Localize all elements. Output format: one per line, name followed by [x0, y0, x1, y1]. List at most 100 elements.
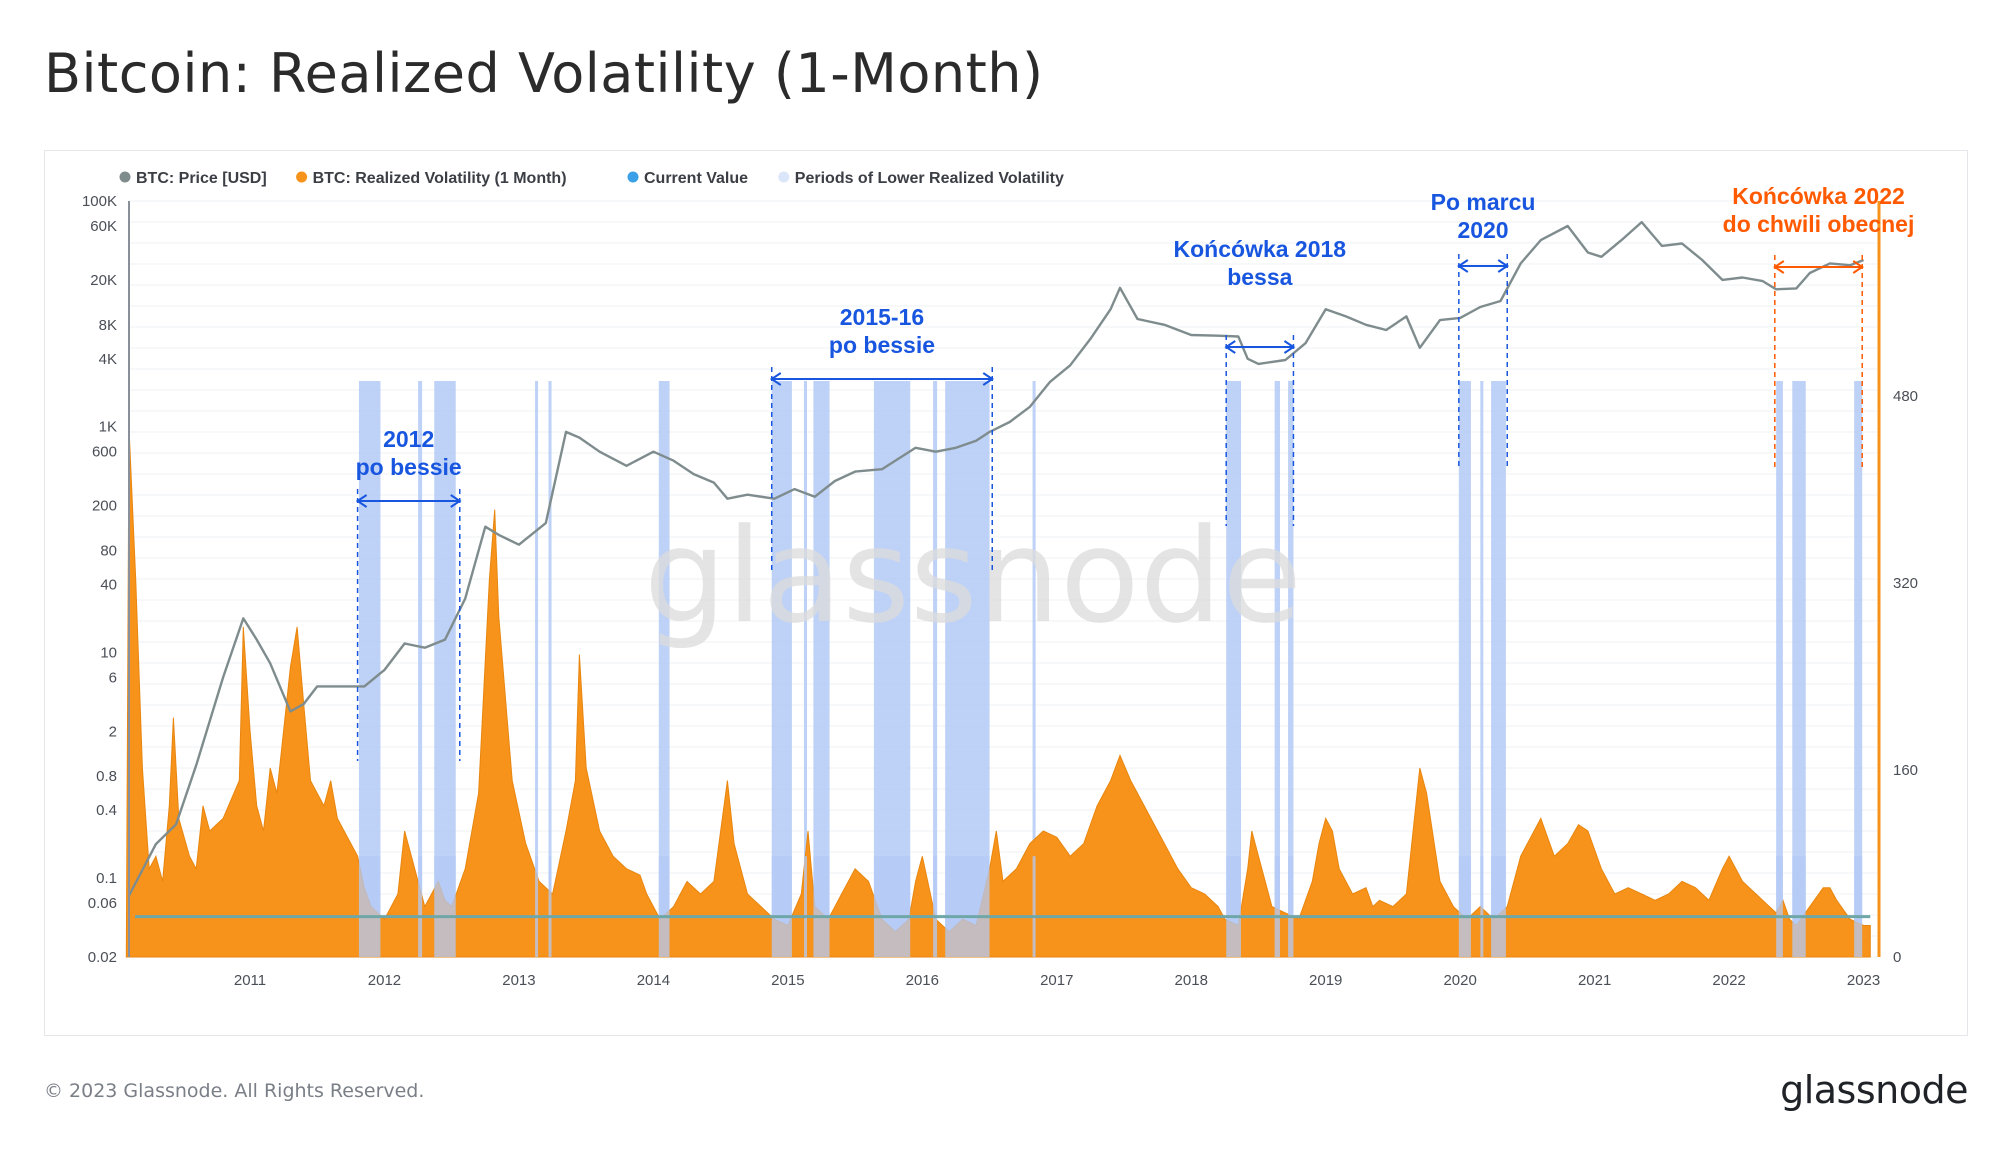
- low-vol-band-overlay: [1032, 856, 1036, 957]
- annotation-label: po bessie: [356, 454, 462, 480]
- left-axis-tick: 2: [109, 723, 117, 740]
- x-axis-tick: 2022: [1712, 972, 1745, 989]
- low-vol-band-overlay: [933, 856, 938, 957]
- left-axis-tick: 10: [100, 644, 117, 661]
- left-axis-tick: 100K: [82, 193, 117, 210]
- x-axis-tick: 2021: [1578, 972, 1611, 989]
- annotation-label: 2015-16: [840, 304, 924, 330]
- low-vol-band: [1491, 381, 1506, 957]
- low-vol-band-overlay: [658, 856, 670, 957]
- low-vol-band-overlay: [803, 856, 807, 957]
- annotation-label: bessa: [1227, 264, 1292, 290]
- left-axis-tick: 6: [109, 669, 117, 686]
- volatility-area: [125, 427, 1871, 958]
- watermark: glassnode: [644, 500, 1302, 652]
- x-axis-tick: 2020: [1443, 972, 1476, 989]
- annotation-label: Końcówka 2018: [1174, 236, 1347, 262]
- right-axis-tick: 480: [1893, 388, 1918, 405]
- page-title: Bitcoin: Realized Volatility (1-Month): [44, 42, 1044, 105]
- annotation-label: po bessie: [829, 332, 935, 358]
- low-vol-band-overlay: [535, 856, 539, 957]
- left-axis-tick: 40: [100, 576, 117, 593]
- low-vol-band: [1480, 381, 1484, 957]
- chart-svg: BTC: Price [USD] BTC: Realized Volatility…: [82, 170, 1918, 989]
- price-line: [127, 220, 1865, 897]
- low-vol-band: [434, 381, 456, 957]
- low-vol-band-overlay: [358, 856, 381, 957]
- low-vol-band: [933, 381, 938, 957]
- x-axis-tick: 2023: [1847, 972, 1880, 989]
- x-axis-tick: 2018: [1175, 972, 1208, 989]
- low-vol-band-overlay: [418, 856, 423, 957]
- chart-legend: BTC: Price [USD] BTC: Realized Volatility…: [119, 170, 1064, 187]
- chart-axes: 0.02 0.06 0.1 0.4 0.8 2 6 10 40 80 200 600 1K 4K 8K 20K…: [82, 193, 1918, 989]
- left-axis-tick: 1K: [99, 419, 117, 436]
- low-vol-band-overlay: [1854, 856, 1863, 957]
- low-vol-band-overlay: [548, 856, 552, 957]
- low-vol-band-overlay: [434, 856, 456, 957]
- low-vol-band-overlay: [1792, 856, 1806, 957]
- left-axis-tick: 0.4: [96, 802, 117, 819]
- x-axis-tick: 2014: [637, 972, 670, 989]
- annotation-label: 2020: [1457, 217, 1508, 243]
- legend-marker: [296, 171, 308, 183]
- left-axis-tick: 80: [100, 542, 117, 559]
- low-vol-band: [1288, 381, 1294, 957]
- left-axis-tick: 600: [92, 444, 117, 461]
- legend-marker: [778, 171, 790, 183]
- low-vol-band: [658, 381, 670, 957]
- low-vol-band-overlay: [1274, 856, 1280, 957]
- low-vol-band: [1226, 381, 1241, 957]
- legend-item-label[interactable]: Periods of Lower Realized Volatility: [795, 170, 1064, 187]
- left-axis-tick: 4K: [99, 351, 117, 368]
- chart-panel: BTC: Price [USD] BTC: Realized Volatility…: [44, 150, 1968, 1036]
- low-vol-band: [1776, 381, 1783, 957]
- low-vol-band: [358, 381, 381, 957]
- left-axis-tick: 200: [92, 498, 117, 515]
- legend-item-label[interactable]: BTC: Price [USD]: [136, 170, 267, 187]
- annotation-label: Końcówka 2022: [1732, 183, 1905, 209]
- x-axis-tick: 2019: [1309, 972, 1342, 989]
- low-vol-band: [1854, 381, 1863, 957]
- low-vol-band-overlay: [945, 856, 990, 957]
- right-axis-tick: 160: [1893, 762, 1918, 779]
- low-vol-band: [1274, 381, 1280, 957]
- annotation-label: do chwili obecnej: [1723, 211, 1915, 237]
- left-axis-tick: 0.02: [88, 949, 117, 966]
- low-vol-band-overlay: [873, 856, 911, 957]
- legend-item-label[interactable]: BTC: Realized Volatility (1 Month): [313, 170, 567, 187]
- left-axis-tick: 0.06: [88, 895, 117, 912]
- low-vol-band-overlay: [1480, 856, 1484, 957]
- low-vol-band-overlay: [1458, 856, 1471, 957]
- x-axis-tick: 2016: [906, 972, 939, 989]
- legend-item-label[interactable]: Current Value: [644, 170, 748, 187]
- low-vol-band-overlay: [1491, 856, 1506, 957]
- annotation-label: Po marcu: [1431, 189, 1536, 215]
- low-vol-band: [803, 381, 807, 957]
- watermark-text: glassnode: [644, 500, 1302, 652]
- left-axis-tick: 8K: [99, 317, 117, 334]
- footer-copyright: © 2023 Glassnode. All Rights Reserved.: [44, 1080, 425, 1102]
- glassnode-logo: glassnode: [1780, 1068, 1968, 1112]
- right-axis-tick: 320: [1893, 575, 1918, 592]
- left-axis-tick: 0.8: [96, 768, 117, 785]
- low-vol-band-overlay: [1226, 856, 1241, 957]
- left-axis-tick: 0.1: [96, 870, 117, 887]
- low-vol-band-overlay: [813, 856, 830, 957]
- x-axis-tick: 2011: [234, 972, 266, 989]
- low-vol-band: [548, 381, 552, 957]
- low-vol-band: [1458, 381, 1471, 957]
- x-axis-tick: 2015: [771, 972, 804, 989]
- low-vol-band: [535, 381, 539, 957]
- low-vol-band: [418, 381, 423, 957]
- x-axis-tick: 2012: [368, 972, 401, 989]
- left-axis-tick: 20K: [90, 272, 117, 289]
- low-vol-band-overlay: [1776, 856, 1783, 957]
- left-axis-tick: 60K: [90, 218, 117, 235]
- volatility-series: [125, 427, 1871, 958]
- low-vol-band-overlay: [771, 856, 792, 957]
- legend-marker: [119, 171, 131, 183]
- annotation-label: 2012: [383, 426, 434, 452]
- x-axis-tick: 2013: [502, 972, 535, 989]
